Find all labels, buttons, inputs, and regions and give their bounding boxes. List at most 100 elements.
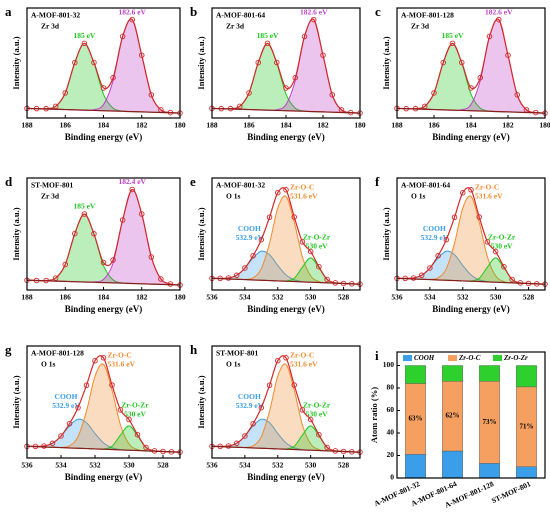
data-point: [501, 263, 507, 270]
data-point: [266, 382, 273, 388]
sample-name: A-MOF-801-128: [31, 349, 84, 358]
data-point: [291, 382, 297, 388]
data-point: [52, 103, 59, 110]
data-point: [110, 74, 116, 81]
data-point: [119, 33, 126, 40]
peak-energy-label: 530 eV: [124, 410, 146, 419]
x-tick-label: 188: [21, 121, 33, 130]
x-tick-label: 532: [457, 293, 469, 302]
data-point: [92, 357, 98, 364]
y-axis-label: Intensity (a.u.): [196, 375, 206, 428]
data-point: [138, 211, 145, 217]
x-tick-label: 186: [428, 121, 440, 130]
x-axis-label: Binding energy (eV): [65, 304, 143, 314]
data-point: [148, 92, 155, 98]
legend-label: Zr-O-Zr: [503, 354, 528, 362]
x-tick-label: 188: [391, 121, 403, 130]
data-point: [49, 440, 56, 447]
peak-label: COOH: [423, 224, 446, 233]
data-point: [266, 214, 273, 220]
x-tick-label: 186: [60, 293, 72, 302]
x-tick-label: 186: [60, 121, 72, 130]
x-tick-label: 530: [123, 461, 135, 470]
sample-name: ST-MOF-801: [216, 349, 258, 358]
data-point: [62, 261, 69, 268]
x-tick-label: 528: [523, 293, 535, 302]
data-point: [431, 90, 437, 96]
x-tick-label: 534: [239, 461, 251, 470]
peak-area: [27, 363, 180, 453]
plot-frame: [396, 7, 546, 119]
bar-value-label: 73%: [483, 418, 497, 426]
x-tick-label: 182: [502, 121, 514, 130]
panel-label: g: [5, 342, 12, 357]
data-point: [233, 440, 240, 447]
core-level: Zr 3d: [41, 22, 60, 31]
legend-label: COOH: [414, 354, 435, 362]
peak-area: [212, 195, 360, 285]
data-point: [75, 404, 81, 411]
data-point: [283, 85, 289, 91]
data-point: [496, 16, 502, 23]
peak-area: [397, 43, 545, 114]
data-point: [307, 248, 314, 255]
x-tick-label: 180: [354, 121, 366, 130]
peak-label: 182.4 eV: [118, 177, 146, 186]
plot-frame: [396, 177, 546, 291]
data-point: [460, 189, 466, 196]
plot-frame: [26, 345, 181, 459]
data-point: [134, 431, 141, 438]
peak-label: Zr-O-Zr: [121, 401, 149, 410]
data-point: [440, 59, 447, 66]
peak-label: 182.6 eV: [300, 7, 328, 16]
panel-label: i: [375, 348, 379, 363]
panel-label: f: [375, 174, 380, 189]
peak-energy-label: 532.9 eV: [52, 401, 80, 410]
peak-energy-label: 530 eV: [491, 242, 513, 251]
bar-segment: [516, 365, 537, 388]
peak-energy-label: 530 eV: [306, 242, 328, 251]
y-axis-label: Intensity (a.u.): [381, 207, 391, 260]
data-point: [100, 259, 107, 266]
y-axis-label: Intensity (a.u.): [11, 375, 21, 428]
bar-segment: [405, 454, 426, 479]
y-tick-label: 80: [387, 383, 395, 392]
bar-segment: [479, 365, 500, 382]
peak-area: [212, 363, 360, 453]
peak-label: Zr-O-Zr: [303, 233, 331, 242]
x-axis-label: Binding energy (eV): [247, 472, 325, 482]
peak-label: COOH: [238, 224, 261, 233]
data-point: [72, 59, 78, 66]
peak-area: [212, 251, 360, 285]
plot-frame: [211, 345, 361, 459]
data-point: [129, 16, 135, 23]
data-point: [258, 236, 265, 243]
peak-area: [27, 419, 180, 453]
x-tick-label: 184: [98, 293, 110, 302]
background-line: [26, 445, 181, 453]
x-axis-label: Binding energy (eV): [247, 304, 325, 314]
x-tick-label: 536: [391, 293, 403, 302]
panel-label: c: [375, 4, 381, 19]
peak-label: COOH: [238, 392, 261, 401]
data-point: [58, 433, 64, 439]
x-tick-label: 184: [280, 121, 292, 130]
data-point: [83, 382, 90, 388]
peak-area: [27, 43, 180, 114]
x-tick-label: 534: [424, 293, 436, 302]
data-point: [52, 275, 59, 281]
background-line: [26, 279, 181, 286]
data-point: [126, 416, 132, 423]
x-tick-label: 536: [206, 293, 218, 302]
data-point: [477, 74, 484, 81]
peak-label: 182.6 eV: [118, 7, 146, 16]
data-point: [91, 59, 97, 66]
core-level: Zr 3d: [226, 22, 245, 31]
data-point: [258, 404, 265, 411]
bar-segment: [405, 365, 426, 384]
x-tick-label: 532: [272, 461, 284, 470]
peak-area: [27, 19, 180, 114]
bar-segment: [442, 365, 463, 382]
data-point: [514, 92, 521, 98]
